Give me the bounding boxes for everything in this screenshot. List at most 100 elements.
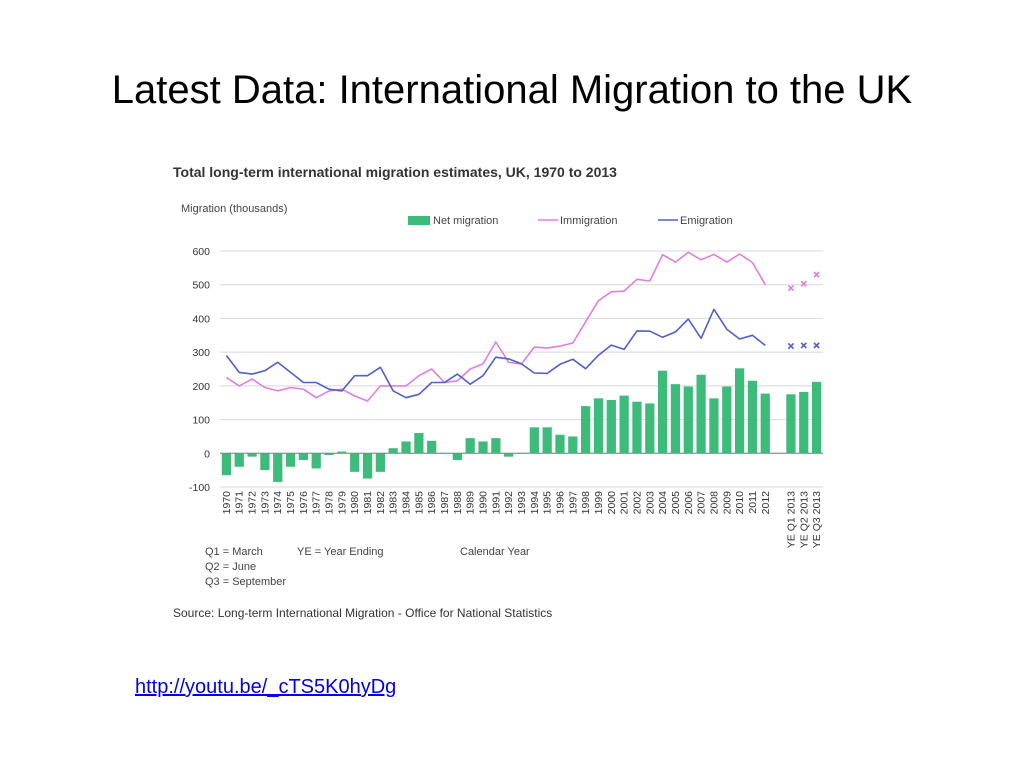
- x-tick-label: 1981: [362, 491, 374, 515]
- net-migration-bar: [632, 401, 642, 454]
- x-tick-label: 1983: [388, 491, 400, 515]
- x-tick-label: 1972: [247, 491, 259, 515]
- net-migration-bar: [619, 395, 629, 454]
- migration-chart: Total long-term international migration …: [160, 150, 860, 630]
- chart-source: Source: Long-term International Migratio…: [173, 606, 552, 620]
- net-migration-bar: [581, 406, 591, 454]
- x-tick-label: 1986: [426, 491, 438, 515]
- net-migration-bar: [606, 400, 616, 454]
- video-link[interactable]: http://youtu.be/_cTS5K0hyDg: [135, 676, 397, 698]
- slide-title: Latest Data: International Migration to …: [111, 68, 913, 112]
- x-tick-label: 2006: [683, 491, 695, 515]
- legend-label-immigration: Immigration: [560, 215, 617, 227]
- x-tick-label: 1994: [529, 491, 541, 515]
- x-tick-label: 2004: [657, 491, 669, 515]
- x-tick-label: 1996: [555, 491, 567, 515]
- net-migration-bar: [734, 368, 745, 454]
- x-tick-label: 1985: [413, 491, 425, 515]
- net-migration-bar: [799, 391, 809, 454]
- x-tick-label: 1975: [285, 491, 297, 515]
- y-tick-label: -100: [189, 482, 210, 494]
- legend-label-net: Net migration: [433, 215, 498, 227]
- y-tick-label: 200: [192, 381, 210, 393]
- x-tick-label: 2012: [760, 491, 772, 515]
- y-tick-label: 300: [192, 347, 210, 359]
- net-migration-bar: [786, 394, 796, 454]
- net-migration-bar: [811, 381, 822, 454]
- y-axis-ticks: 600 500 400 300 200 100 0 -100: [189, 246, 210, 494]
- immigration-marker-stroke: [813, 271, 820, 278]
- x-tick-label: 1971: [234, 491, 246, 515]
- net-migration-bar: [645, 403, 655, 454]
- net-migration-bar: [555, 434, 565, 454]
- legend-label-emigration: Emigration: [680, 215, 733, 227]
- y-tick-label: 500: [192, 280, 210, 292]
- net-migration-bar: [516, 453, 527, 454]
- x-tick-label: 1990: [478, 491, 490, 515]
- net-migration-bar: [260, 453, 270, 471]
- emigration-marker-stroke: [787, 342, 795, 350]
- x-tick-label: YE Q3 2013: [811, 491, 823, 548]
- x-tick-label: 1978: [324, 491, 336, 515]
- net-migration-bar: [273, 453, 283, 482]
- x-tick-label: 2001: [619, 491, 631, 515]
- x-tick-label: 2000: [606, 491, 618, 515]
- y-axis-label: Migration (thousands): [181, 203, 287, 215]
- x-tick-label: 2003: [644, 491, 656, 515]
- immigration-marker: [787, 284, 795, 292]
- net-migration-bar: [670, 384, 681, 454]
- y-tick-label: 400: [192, 313, 210, 325]
- x-tick-label: 1988: [452, 491, 464, 515]
- x-tick-label: YE Q2 2013: [798, 491, 810, 548]
- x-tick-label: 2007: [696, 491, 708, 515]
- emigration-marker-stroke: [813, 342, 820, 349]
- emigration-line: [225, 308, 766, 399]
- net-migration-bar: [401, 441, 411, 454]
- x-tick-label: 2009: [721, 491, 733, 515]
- net-migration-bar: [298, 453, 309, 461]
- emigration-marker: [800, 342, 807, 349]
- x-tick-label: 1974: [272, 491, 284, 515]
- y-tick-label: 100: [192, 415, 210, 427]
- x-tick-label: 1989: [465, 491, 477, 515]
- net-migration-bar: [221, 453, 232, 476]
- x-tick-label: 2011: [747, 491, 759, 514]
- note-q2: Q2 = June: [205, 561, 256, 573]
- net-migration-bar: [504, 453, 514, 457]
- net-migration-bar: [247, 453, 257, 457]
- immigration-marker-stroke: [787, 284, 795, 292]
- net-migration-bar: [324, 453, 334, 455]
- net-migration-bar: [337, 451, 347, 454]
- x-tick-label: 2010: [734, 491, 746, 515]
- x-tick-label: 1992: [503, 491, 515, 515]
- net-migration-bar: [593, 398, 604, 454]
- x-tick-label: 1979: [336, 491, 348, 515]
- immigration-marker: [800, 280, 807, 287]
- x-tick-label: 1999: [593, 491, 605, 515]
- x-tick-label: 1997: [567, 491, 579, 515]
- immigration-line: [225, 251, 766, 402]
- gridlines: [220, 250, 823, 488]
- x-tick-label: 1984: [401, 491, 413, 515]
- net-migration-bar: [683, 386, 693, 454]
- x-tick-label: 1973: [259, 491, 271, 515]
- net-migration-bar: [375, 453, 385, 472]
- legend: Net migration Immigration Emigration: [408, 215, 733, 227]
- legend-swatch-net: [408, 216, 430, 225]
- net-migration-bar: [529, 427, 539, 454]
- net-migration-bar: [696, 374, 706, 454]
- net-migration-bar: [234, 453, 244, 467]
- x-tick-label: 2008: [708, 491, 720, 515]
- x-axis-ticks: 1970 1971 1972 1973 1974 1975 1976 1977 1978 1979…: [221, 491, 823, 548]
- net-migration-bar: [427, 440, 437, 454]
- note-q1: Q1 = March: [205, 546, 263, 558]
- net-migration-bar: [388, 448, 398, 454]
- x-tick-label: 2002: [632, 491, 644, 515]
- net-migration-bar: [568, 436, 578, 454]
- chart-title: Total long-term international migration …: [173, 164, 617, 180]
- net-migration-bar: [414, 433, 424, 454]
- net-migration-bar: [542, 427, 552, 454]
- y-tick-label: 600: [192, 246, 210, 258]
- x-tick-label: 1991: [490, 491, 502, 515]
- x-tick-label: 2005: [670, 491, 682, 515]
